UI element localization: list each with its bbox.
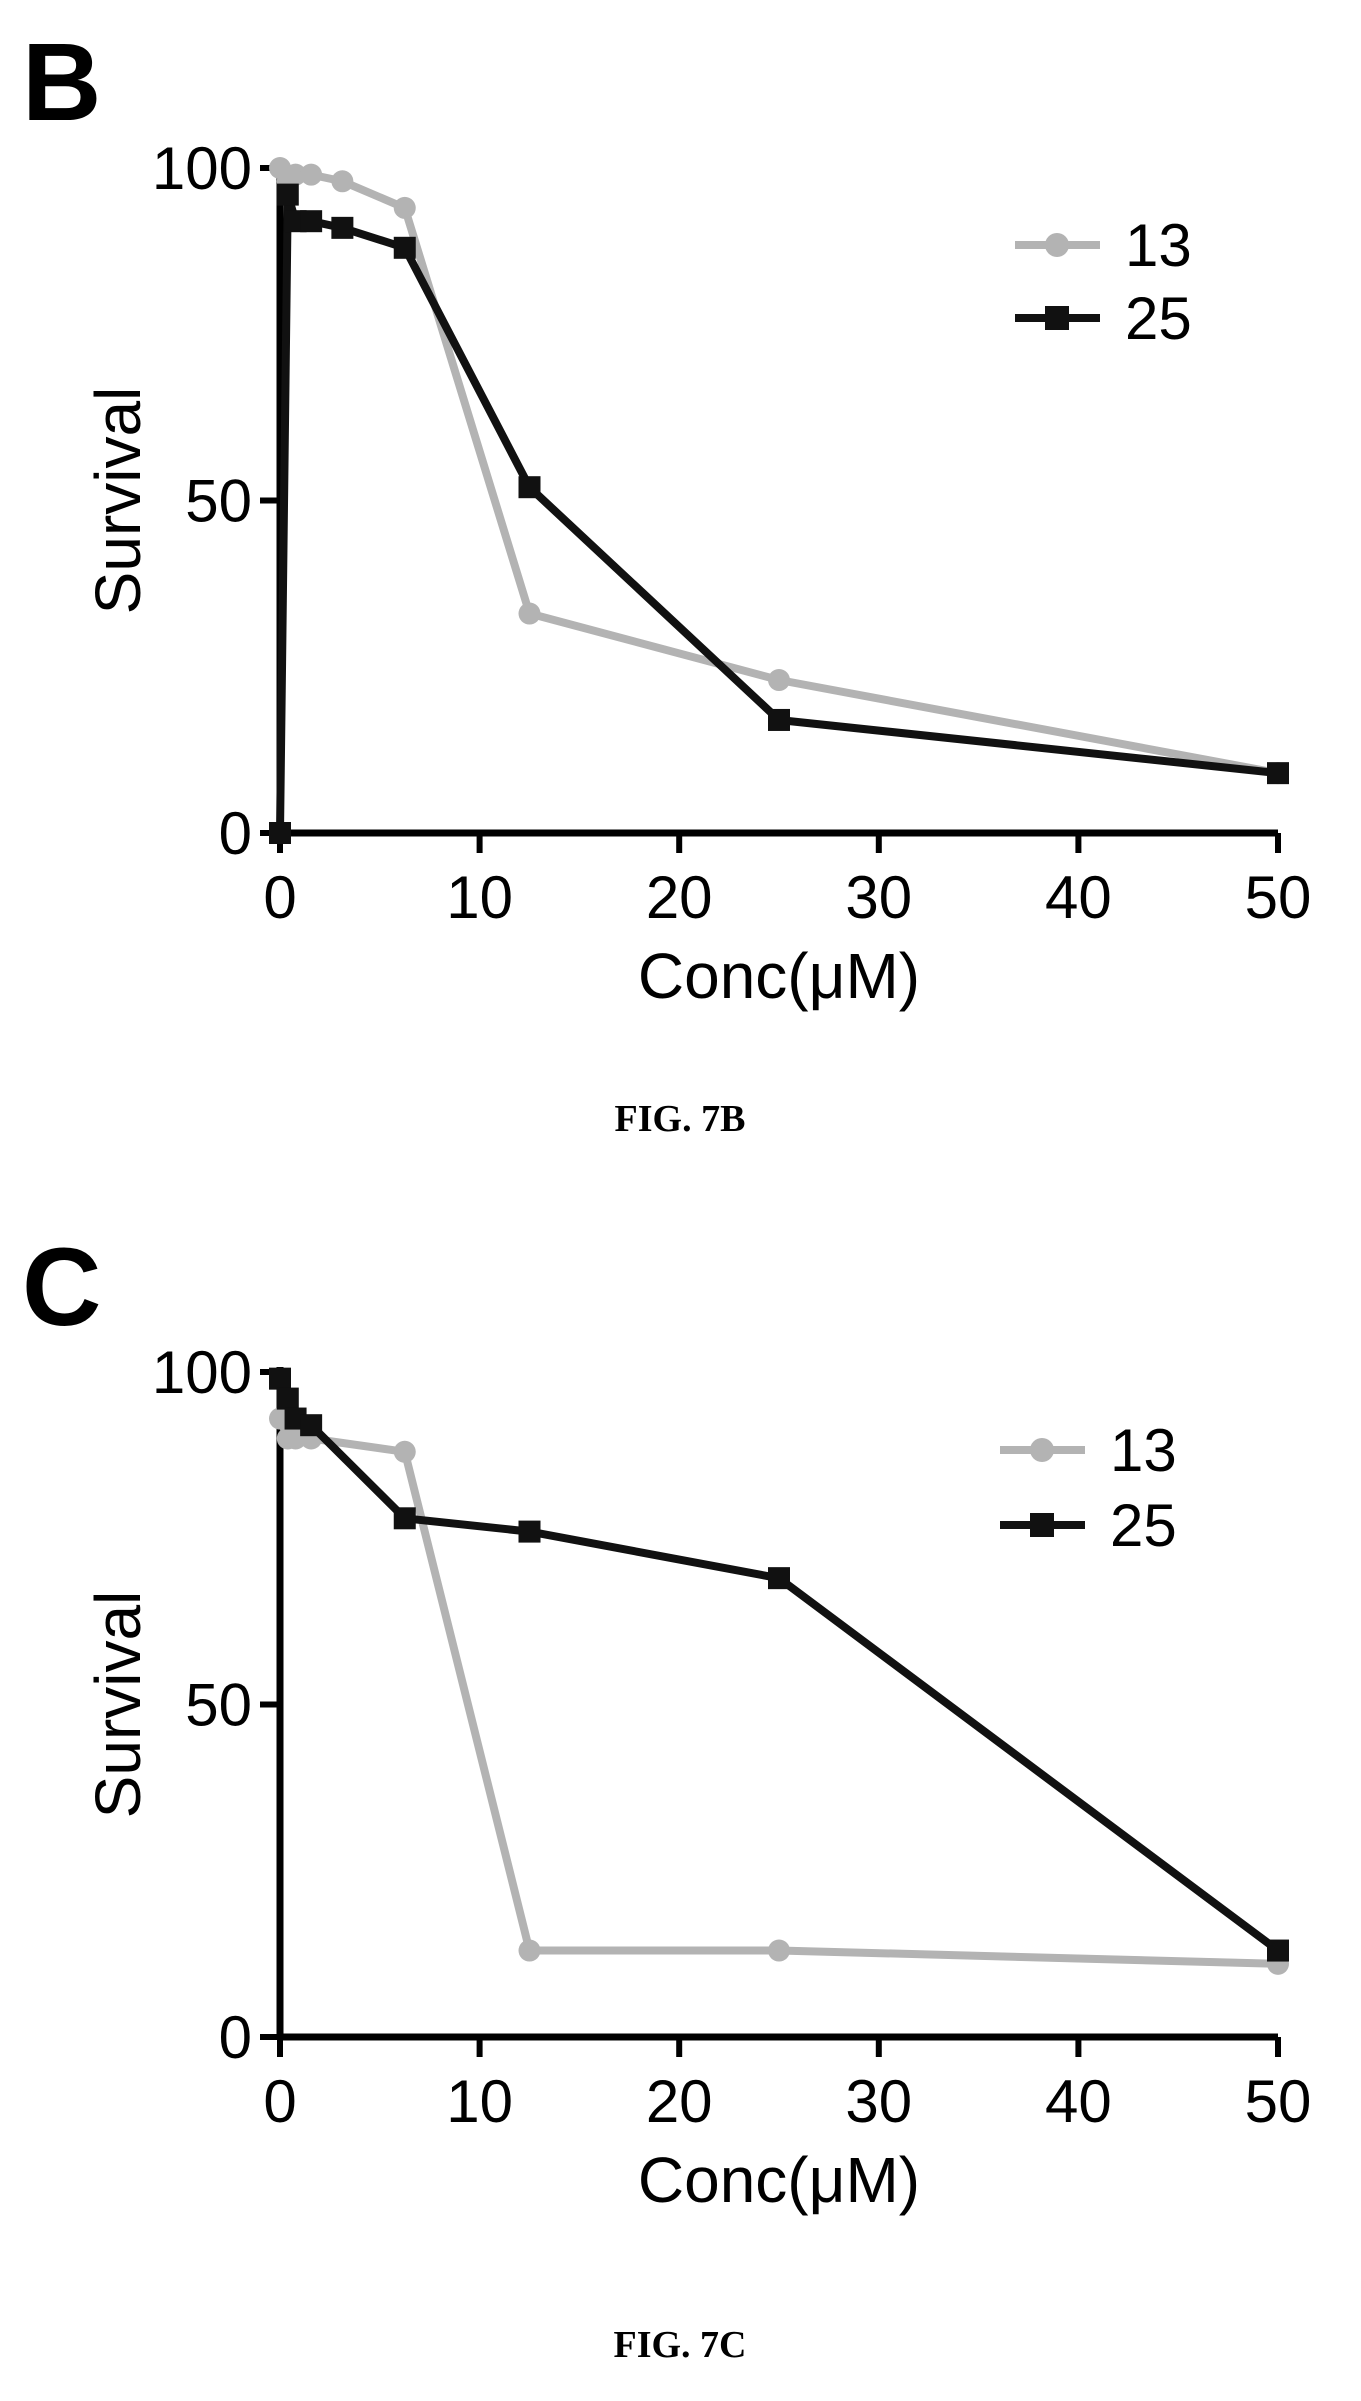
x-tick-label: 30 <box>845 864 912 931</box>
legend-label-13: 13 <box>1125 212 1192 279</box>
x-tick-label: 0 <box>263 864 296 931</box>
series-13 <box>269 157 1289 785</box>
x-tick-label: 50 <box>1245 864 1312 931</box>
legend-marker-25 <box>1045 306 1069 330</box>
y-axis-title: Survival <box>82 387 154 615</box>
legend-label-13: 13 <box>1110 1417 1177 1484</box>
figure-caption: FIG. 7B <box>615 1098 746 1140</box>
series-25 <box>269 183 1289 844</box>
x-tick-label: 10 <box>446 864 513 931</box>
y-tick-label: 0 <box>219 2004 252 2071</box>
x-tick-label: 40 <box>1045 2068 1112 2135</box>
data-point-13 <box>284 163 307 186</box>
data-point-13 <box>393 196 416 219</box>
series-25 <box>269 1367 1289 1962</box>
data-point-25 <box>331 216 354 239</box>
data-point-25 <box>768 1567 790 1590</box>
data-point-25 <box>269 1367 291 1390</box>
data-point-13 <box>300 163 323 186</box>
x-tick-label: 30 <box>845 2068 912 2135</box>
data-point-25 <box>300 1414 323 1437</box>
legend-marker-13 <box>1030 1438 1054 1462</box>
data-point-25 <box>276 1387 299 1410</box>
x-axis-title: Conc(μM) <box>638 940 920 1012</box>
legend-marker-25 <box>1030 1513 1054 1537</box>
x-tick-label: 20 <box>646 2068 713 2135</box>
chart-panel-c: C 0 50 100 0 10 20 30 40 50 Conc(μM) Survival 13 25 FI… <box>22 1226 1311 2366</box>
data-point-25 <box>300 210 323 233</box>
y-tick-label: 100 <box>152 1339 252 1406</box>
figure-caption: FIG. 7C <box>614 2324 747 2366</box>
panel-letter: C <box>22 1226 101 1349</box>
y-tick-label: 100 <box>152 135 252 202</box>
data-point-25 <box>518 1520 541 1543</box>
data-point-25 <box>768 708 790 731</box>
data-point-13 <box>393 1440 416 1463</box>
data-point-25 <box>518 476 541 499</box>
legend-label-25: 25 <box>1110 1492 1177 1559</box>
data-point-25 <box>393 236 416 259</box>
data-point-13 <box>518 602 541 625</box>
x-tick-label: 10 <box>446 2068 513 2135</box>
data-point-13 <box>768 1939 790 1962</box>
legend-label-25: 25 <box>1125 285 1192 352</box>
panel-letter: B <box>22 21 101 144</box>
x-tick-label: 20 <box>646 864 713 931</box>
legend-marker-13 <box>1045 233 1069 257</box>
y-tick-label: 0 <box>219 800 252 867</box>
data-point-13 <box>768 669 790 692</box>
y-tick-label: 50 <box>185 1672 252 1739</box>
data-point-25 <box>269 822 291 844</box>
data-point-13 <box>331 170 354 193</box>
x-tick-label: 50 <box>1245 2068 1312 2135</box>
x-tick-label: 40 <box>1045 864 1112 931</box>
data-point-25 <box>1267 1939 1289 1962</box>
x-axis-title: Conc(μM) <box>638 2144 920 2216</box>
x-tick-label: 0 <box>263 2068 296 2135</box>
data-point-25 <box>1267 762 1289 785</box>
data-point-25 <box>276 183 299 206</box>
data-point-13 <box>518 1939 541 1962</box>
y-axis-title: Survival <box>82 1591 154 1819</box>
y-tick-label: 50 <box>185 468 252 535</box>
data-point-25 <box>393 1507 416 1530</box>
